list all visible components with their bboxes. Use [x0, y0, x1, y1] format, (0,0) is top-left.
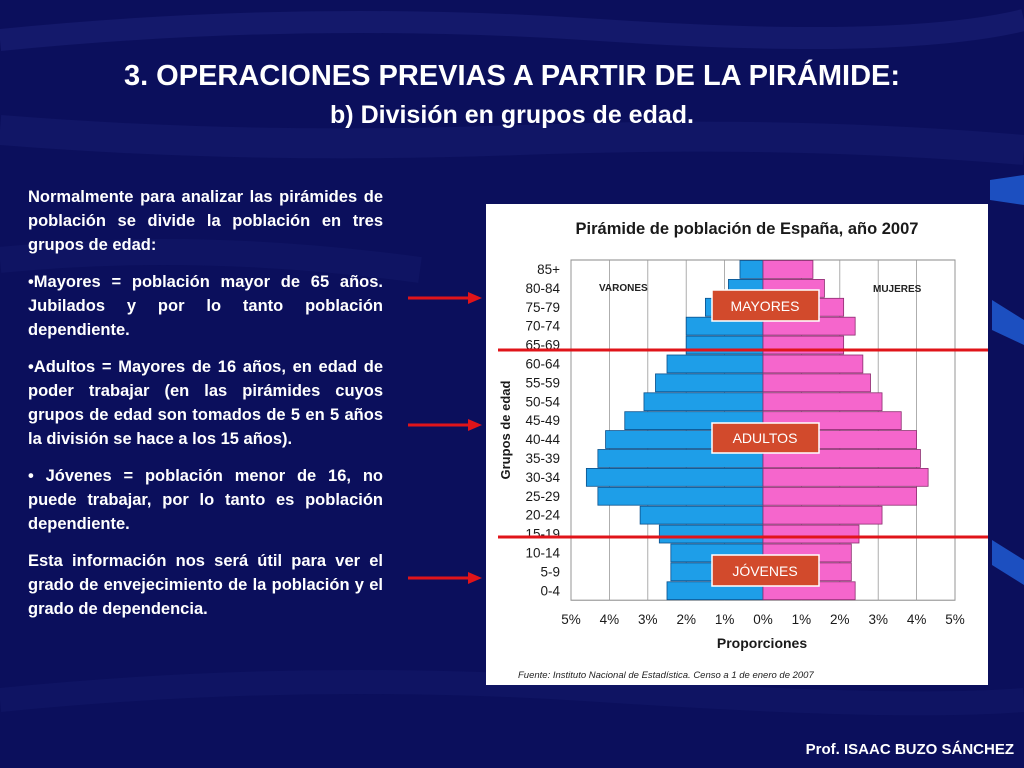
label-adultos-text: ADULTOS	[733, 430, 798, 446]
intro-paragraph: Normalmente para analizar las pirámides …	[28, 188, 383, 254]
bar-female-25-29	[762, 486, 918, 506]
right-series-label: MUJERES	[873, 284, 922, 295]
bar-male-20-24	[639, 505, 764, 525]
label-jovenes-text: JÓVENES	[732, 563, 797, 579]
age-group-label: 85+	[537, 262, 560, 277]
age-group-label: 55-59	[525, 375, 560, 390]
x-tick-label: 4%	[600, 612, 620, 627]
label-jovenes: JÓVENES	[711, 554, 820, 587]
age-group-label: 5-9	[540, 564, 560, 579]
y-axis-label: Grupos de edad	[498, 380, 513, 479]
x-axis-label: Proporciones	[717, 635, 807, 651]
label-mayores-text: MAYORES	[731, 298, 800, 314]
age-group-label: 40-44	[525, 432, 560, 447]
age-group-label: 25-29	[525, 489, 560, 504]
bar-male-15-19	[658, 524, 764, 544]
bar-male-85+	[739, 260, 764, 279]
bar-female-35-39	[762, 449, 921, 468]
bar-female-60-64	[762, 354, 864, 374]
x-tick-label: 4%	[907, 612, 927, 627]
age-group-label: 30-34	[525, 470, 560, 485]
x-tick-label: 2%	[830, 612, 850, 627]
x-tick-label: 1%	[715, 612, 735, 627]
bar-male-55-59	[655, 373, 764, 393]
age-group-label: 75-79	[525, 300, 560, 315]
explanation-text: Normalmente para analizar las pirámides …	[28, 185, 383, 634]
age-group-label: 45-49	[525, 413, 560, 428]
age-group-label: 10-14	[525, 546, 560, 561]
age-group-label: 35-39	[525, 451, 560, 466]
age-group-label: 0-4	[540, 583, 560, 598]
label-adultos: ADULTOS	[711, 422, 820, 454]
author-footer: Prof. ISAAC BUZO SÁNCHEZ	[805, 741, 1014, 758]
bar-female-20-24	[762, 505, 883, 525]
age-group-label: 20-24	[525, 508, 560, 523]
age-group-label: 15-19	[525, 527, 560, 542]
label-mayores: MAYORES	[711, 289, 820, 322]
source-note: Fuente: Instituto Nacional de Estadístic…	[518, 670, 814, 681]
x-tick-label: 2%	[676, 612, 696, 627]
bar-female-15-19	[762, 524, 860, 544]
age-group-label: 70-74	[525, 319, 560, 334]
bar-female-85+	[762, 260, 814, 279]
chart-title: Pirámide de población de España, año 200…	[576, 220, 919, 238]
x-tick-label: 5%	[561, 612, 581, 627]
population-pyramid-panel: Pirámide de población de España, año 200…	[486, 204, 988, 685]
bar-female-55-59	[762, 373, 871, 393]
bar-female-50-54	[762, 392, 883, 412]
mayores-paragraph: •Mayores = población mayor de 65 años. J…	[28, 273, 383, 339]
left-series-label: VARONES	[599, 283, 648, 294]
arrow-jovenes-icon	[408, 572, 482, 584]
bar-male-30-34	[585, 467, 764, 487]
arrow-mayores-icon	[408, 292, 482, 304]
bar-male-25-29	[597, 486, 764, 506]
slide-title: 3. OPERACIONES PREVIAS A PARTIR DE LA PI…	[123, 60, 901, 92]
age-group-label: 50-54	[525, 394, 560, 409]
x-tick-label: 3%	[868, 612, 888, 627]
slide-subtitle: b) División en grupos de edad.	[330, 101, 694, 129]
conclusion-paragraph: Esta información nos será útil para ver …	[28, 552, 383, 618]
x-tick-label: 0%	[753, 612, 773, 627]
bar-male-60-64	[666, 354, 764, 374]
arrow-adultos-icon	[408, 419, 482, 431]
jovenes-paragraph: • Jóvenes = población menor de 16, no pu…	[28, 467, 383, 533]
bar-male-50-54	[643, 392, 764, 412]
age-group-label: 80-84	[525, 281, 560, 296]
age-group-label: 60-64	[525, 357, 560, 372]
bar-female-30-34	[762, 467, 929, 487]
adultos-paragraph: •Adultos = Mayores de 16 años, en edad d…	[28, 358, 383, 448]
population-pyramid-chart: Pirámide de población de España, año 200…	[498, 220, 988, 681]
x-tick-label: 5%	[945, 612, 965, 627]
x-tick-label: 1%	[792, 612, 812, 627]
x-tick-label: 3%	[638, 612, 658, 627]
